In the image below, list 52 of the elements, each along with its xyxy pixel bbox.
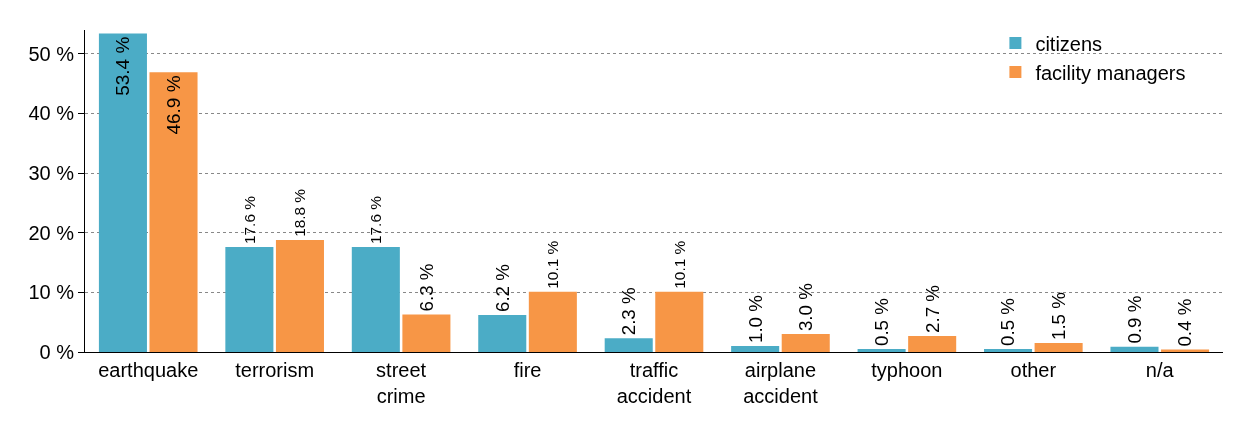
x-tick-label: other <box>1010 359 1057 381</box>
data-label: 17.6 % <box>240 195 258 245</box>
legend-label: citizens <box>1035 32 1103 55</box>
bar <box>908 335 957 352</box>
data-label: 53.4 % <box>112 36 134 96</box>
bar <box>1110 346 1159 352</box>
data-label: 10.1 % <box>670 240 688 289</box>
bar <box>149 72 198 352</box>
bar <box>1034 343 1083 352</box>
data-label: 6.2 % <box>491 264 513 313</box>
data-label: 0.4 % <box>1174 298 1196 347</box>
x-tick-label: airplane accident <box>743 359 819 407</box>
bar <box>275 239 324 352</box>
y-tick-label: 0 % <box>39 341 75 363</box>
x-tick-label: fire <box>513 359 542 381</box>
x-tick-label: traffic accident <box>616 359 692 407</box>
y-tick-label: 30 % <box>28 162 75 185</box>
data-label: 0.9 % <box>1123 295 1145 344</box>
legend-label: facility managers <box>1035 61 1186 84</box>
y-tick-label: 50 % <box>28 42 75 65</box>
y-tick-label: 40 % <box>28 102 75 125</box>
bar <box>478 315 527 352</box>
x-tick-label: n/a <box>1145 359 1175 381</box>
x-tick-label: terrorism <box>235 359 315 381</box>
data-label: 1.5 % <box>1048 292 1070 341</box>
data-label: 10.1 % <box>544 240 562 289</box>
bar <box>98 33 147 352</box>
y-tick-label: 20 % <box>28 221 75 244</box>
bar <box>225 247 274 352</box>
x-tick-label: street crime <box>376 359 427 407</box>
bar <box>528 291 577 352</box>
x-tick-label: typhoon <box>871 359 943 381</box>
data-label: 46.9 % <box>163 75 185 135</box>
data-label: 1.0 % <box>744 295 766 344</box>
data-label: 2.7 % <box>921 284 943 333</box>
data-label: 18.8 % <box>291 188 309 237</box>
bar <box>781 334 830 352</box>
bar <box>351 247 400 352</box>
data-label: 3.0 % <box>795 283 817 332</box>
bar <box>731 346 780 352</box>
data-label: 0.5 % <box>997 298 1019 346</box>
bar <box>857 349 906 352</box>
data-label: 17.6 % <box>367 195 385 245</box>
bar <box>984 349 1033 352</box>
data-label: 6.3 % <box>415 263 437 312</box>
bar <box>402 314 451 352</box>
bar <box>655 291 704 352</box>
x-tick-label: earthquake <box>98 359 199 381</box>
bar <box>604 338 653 352</box>
data-label: 2.3 % <box>618 287 640 336</box>
data-label: 0.5 % <box>871 298 893 346</box>
y-tick-label: 10 % <box>28 281 75 304</box>
